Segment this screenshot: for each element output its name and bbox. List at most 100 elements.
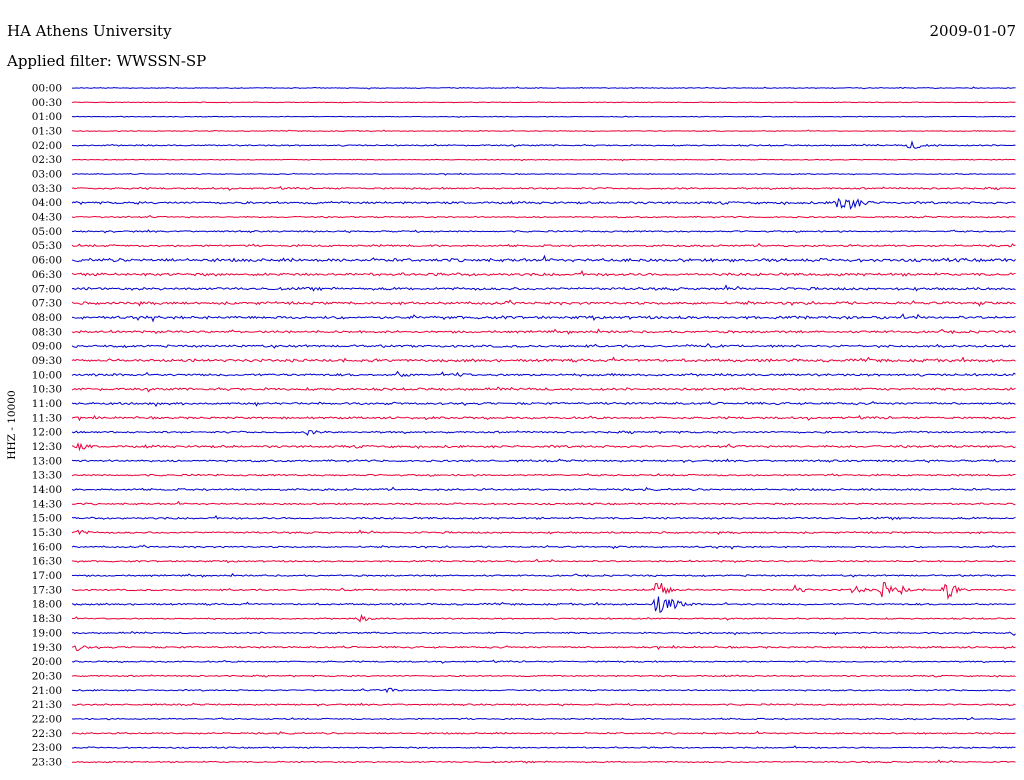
tick-label: 06:00 <box>32 255 62 267</box>
tick-label: 16:00 <box>32 541 62 553</box>
trace-line <box>71 442 1016 452</box>
trace-line <box>71 613 1016 623</box>
tick-label: 14:00 <box>32 484 62 496</box>
tick-label: 05:00 <box>32 226 62 238</box>
tick-label: 22:30 <box>32 728 62 740</box>
trace-line <box>71 386 1016 393</box>
trace-line <box>71 414 1016 422</box>
trace-line <box>71 401 1016 407</box>
tick-label: 11:30 <box>32 412 62 424</box>
tick-label: 08:30 <box>32 326 62 338</box>
trace-line <box>71 370 1016 378</box>
trace-line <box>71 101 1016 104</box>
trace-line <box>71 254 1016 263</box>
trace-line <box>71 529 1016 536</box>
trace-line <box>71 242 1016 248</box>
tick-label: 18:30 <box>32 613 62 625</box>
tick-label: 20:30 <box>32 670 62 682</box>
station-title: HA Athens University <box>7 22 172 40</box>
trace-line <box>71 284 1016 292</box>
tick-label: 07:30 <box>32 298 62 310</box>
trace-line <box>71 328 1016 335</box>
tick-label: 00:00 <box>32 83 62 95</box>
tick-label-group: 00:00 00:30 01:00 01:30 02:00 02:30 03:00 03:30… <box>32 83 62 769</box>
tick-label: 17:00 <box>32 570 62 582</box>
trace-line <box>71 596 1016 614</box>
trace-line <box>71 514 1016 521</box>
trace-group <box>71 86 1016 764</box>
trace-line <box>71 172 1016 176</box>
tick-label: 04:30 <box>32 212 62 224</box>
tick-label: 00:30 <box>32 97 62 109</box>
tick-label: 06:30 <box>32 269 62 281</box>
trace-line <box>71 745 1016 749</box>
tick-label: 12:30 <box>32 441 62 453</box>
trace-line <box>71 730 1016 735</box>
trace-line <box>71 581 1016 601</box>
trace-line <box>71 129 1016 133</box>
tick-label: 09:00 <box>32 341 62 353</box>
date-label: 2009-01-07 <box>930 22 1016 40</box>
channel-label: HHZ - 10000 <box>6 390 18 459</box>
tick-label: 16:30 <box>32 556 62 568</box>
tick-label: 03:00 <box>32 169 62 181</box>
tick-label: 15:30 <box>32 527 62 539</box>
trace-line <box>71 185 1016 191</box>
tick-label: 10:30 <box>32 384 62 396</box>
trace-line <box>71 299 1016 307</box>
tick-label: 01:00 <box>32 111 62 123</box>
tick-label: 13:00 <box>32 455 62 467</box>
trace-line <box>71 140 1016 149</box>
tick-label: 05:30 <box>32 240 62 252</box>
trace-line <box>71 659 1016 664</box>
trace-line <box>71 356 1016 363</box>
trace-line <box>71 644 1016 652</box>
trace-line <box>71 674 1016 678</box>
tick-label: 23:30 <box>32 756 62 768</box>
tick-label: 14:30 <box>32 498 62 510</box>
trace-line <box>71 343 1016 349</box>
tick-label: 23:00 <box>32 742 62 754</box>
trace-line <box>71 558 1016 564</box>
tick-label: 01:30 <box>32 126 62 138</box>
trace-line <box>71 197 1016 210</box>
trace-line <box>71 572 1016 578</box>
trace-line <box>71 458 1016 464</box>
trace-line <box>71 687 1016 694</box>
trace-line <box>71 486 1016 492</box>
tick-label: 03:30 <box>32 183 62 195</box>
tick-label: 17:30 <box>32 584 62 596</box>
filter-label: Applied filter: WWSSN-SP <box>6 52 206 70</box>
tick-label: 10:00 <box>32 369 62 381</box>
tick-label: 07:00 <box>32 283 62 295</box>
trace-line <box>71 313 1016 323</box>
trace-line <box>71 158 1016 162</box>
trace-line <box>71 759 1016 764</box>
trace-line <box>71 473 1016 477</box>
tick-label: 12:00 <box>32 427 62 439</box>
tick-label: 19:00 <box>32 627 62 639</box>
tick-label: 15:00 <box>32 513 62 525</box>
tick-label: 11:00 <box>32 398 62 410</box>
trace-line <box>71 544 1016 550</box>
trace-line <box>71 500 1016 506</box>
tick-label: 13:30 <box>32 470 62 482</box>
tick-label: 02:30 <box>32 154 62 166</box>
trace-line <box>71 269 1016 277</box>
trace-line <box>71 430 1016 437</box>
tick-label: 09:30 <box>32 355 62 367</box>
tick-label: 21:00 <box>32 685 62 697</box>
trace-line <box>71 630 1016 637</box>
trace-line <box>71 229 1016 234</box>
tick-label: 18:00 <box>32 599 62 611</box>
tick-label: 21:30 <box>32 699 62 711</box>
tick-label: 20:00 <box>32 656 62 668</box>
tick-label: 04:00 <box>32 197 62 209</box>
trace-line <box>71 86 1016 90</box>
trace-line <box>71 716 1016 721</box>
tick-label: 22:00 <box>32 713 62 725</box>
trace-line <box>71 215 1016 219</box>
tick-label: 08:00 <box>32 312 62 324</box>
trace-line <box>71 115 1016 118</box>
